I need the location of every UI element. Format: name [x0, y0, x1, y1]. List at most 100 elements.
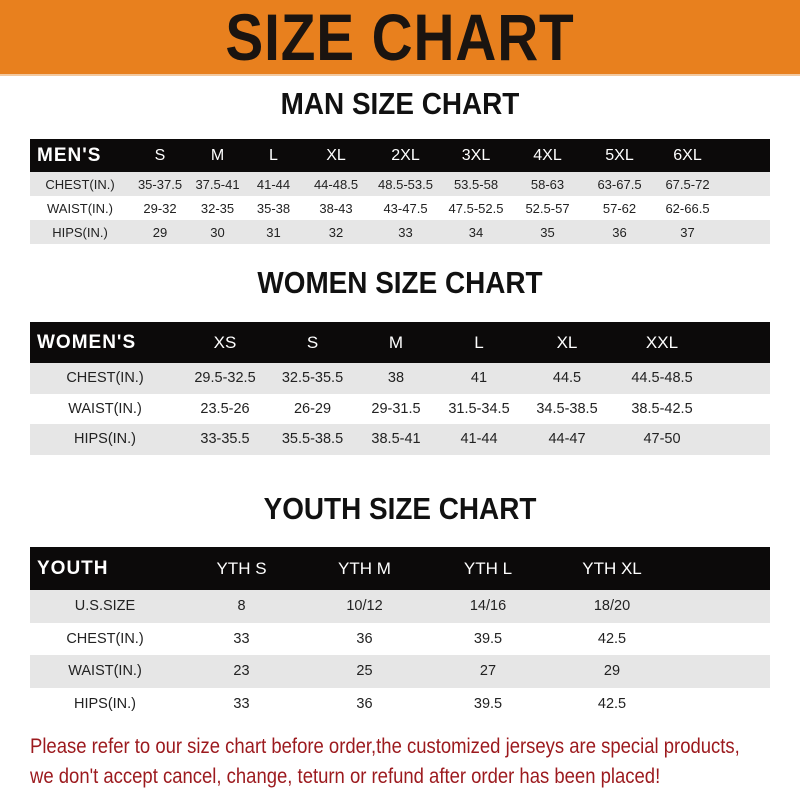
- size-value: 25: [356, 663, 373, 680]
- size-header: XS: [213, 332, 237, 352]
- size-header: 4XL: [533, 146, 562, 164]
- size-header: 6XL: [673, 146, 702, 164]
- measure-label: CHEST(IN.): [45, 176, 115, 192]
- table-title-cell: MEN'S: [37, 144, 102, 166]
- banner-title: SIZE CHART: [225, 0, 575, 74]
- table-title-cell: YOUTH: [37, 557, 109, 579]
- size-value: 44-48.5: [313, 176, 359, 192]
- size-value: 33: [398, 224, 413, 240]
- size-header: YTH L: [463, 558, 513, 578]
- size-value: 33: [233, 630, 250, 647]
- size-header: YTH S: [216, 558, 267, 578]
- table-row: HIPS(IN.) 33-35.5 35.5-38.5 38.5-41 41-44 44-…: [30, 424, 770, 455]
- size-header: 3XL: [461, 146, 491, 164]
- size-value: 41: [470, 370, 488, 387]
- size-header: M: [210, 146, 225, 164]
- size-header: YTH XL: [582, 558, 642, 578]
- size-header: S: [306, 332, 319, 352]
- size-value: 43-47.5: [383, 200, 428, 216]
- size-value: 44.5: [552, 370, 582, 387]
- size-value: 48.5-53.5: [378, 176, 433, 192]
- size-value: 29: [603, 663, 621, 680]
- table-row: HIPS(IN.) 29 30 31 32 33 34 35 36 37: [30, 220, 770, 244]
- women-size-table: WOMEN'S XS S M L XL XXL CHEST(IN.) 29.5-32.5 32.5…: [30, 322, 770, 455]
- size-header: L: [269, 146, 278, 164]
- size-value: 34: [468, 224, 484, 240]
- size-value: 44.5-48.5: [631, 370, 693, 387]
- men-size-table: MEN'S S M L XL 2XL 3XL 4XL 5XL 6XL CHEST(IN.) 35-37…: [30, 139, 770, 244]
- size-header: XXL: [645, 332, 679, 352]
- measure-label: HIPS(IN.): [73, 695, 137, 712]
- size-value: 52.5-57: [525, 200, 570, 216]
- size-chart-banner: SIZE CHART: [0, 0, 800, 76]
- order-notice: Please refer to our size chart before or…: [30, 732, 740, 792]
- size-value: 35: [540, 224, 555, 240]
- size-value: 42.5: [597, 630, 627, 647]
- measure-label: CHEST(IN.): [66, 370, 144, 387]
- size-value: 47-50: [643, 431, 681, 448]
- measure-label: WAIST(IN.): [68, 663, 142, 680]
- measure-label: CHEST(IN.): [66, 630, 144, 647]
- size-value: 36: [356, 695, 373, 712]
- size-value: 26-29: [293, 400, 332, 417]
- size-value: 27: [479, 663, 497, 680]
- size-value: 39.5: [473, 695, 503, 712]
- size-value: 31: [266, 224, 281, 240]
- size-value: 34.5-38.5: [536, 400, 598, 417]
- size-header: 5XL: [605, 146, 634, 164]
- size-value: 18/20: [593, 598, 631, 615]
- table-title-cell: WOMEN'S: [37, 331, 137, 353]
- measure-label: HIPS(IN.): [73, 431, 137, 448]
- table-row: U.S.SIZE 8 10/12 14/16 18/20: [30, 590, 770, 623]
- order-notice-line-1: Please refer to our size chart before or…: [30, 735, 740, 758]
- size-value: 62-66.5: [665, 200, 710, 216]
- measure-label: WAIST(IN.): [47, 200, 113, 216]
- size-value: 35-37.5: [137, 176, 183, 192]
- size-header: S: [154, 146, 166, 164]
- size-value: 35.5-38.5: [281, 431, 344, 448]
- size-value: 31.5-34.5: [448, 400, 510, 417]
- table-header-row: WOMEN'S XS S M L XL XXL: [30, 322, 770, 363]
- size-value: 41-44: [460, 431, 498, 448]
- size-value: 29-31.5: [371, 400, 421, 417]
- size-value: 23.5-26: [200, 400, 250, 417]
- size-header: XL: [326, 146, 346, 164]
- table-header-row: MEN'S S M L XL 2XL 3XL 4XL 5XL 6XL: [30, 139, 770, 172]
- size-value: 8: [237, 598, 246, 615]
- size-value: 38.5-41: [371, 431, 421, 448]
- size-value: 42.5: [597, 695, 627, 712]
- size-value: 38.5-42.5: [631, 400, 693, 417]
- size-value: 37.5-41: [195, 176, 240, 192]
- size-value: 33: [233, 695, 250, 712]
- size-value: 38: [387, 370, 405, 387]
- size-value: 58-63: [530, 176, 565, 192]
- table-row: CHEST(IN.) 29.5-32.5 32.5-35.5 38 41 44.5 44.5…: [30, 363, 770, 394]
- size-value: 29-32: [143, 200, 177, 216]
- youth-section-title: YOUTH SIZE CHART: [263, 491, 537, 526]
- size-header: XL: [556, 332, 578, 352]
- table-row: CHEST(IN.) 33 36 39.5 42.5: [30, 622, 770, 655]
- table-row: CHEST(IN.) 35-37.5 37.5-41 41-44 44-48.5 48.5…: [30, 172, 770, 196]
- size-value: 36: [612, 224, 627, 240]
- size-value: 23: [233, 663, 250, 680]
- size-value: 14/16: [469, 598, 507, 615]
- size-header: YTH M: [338, 558, 391, 578]
- order-notice-line-2: we don't accept cancel, change, teturn o…: [30, 765, 661, 788]
- size-value: 35-38: [256, 200, 291, 216]
- size-value: 10/12: [346, 598, 383, 615]
- measure-label: WAIST(IN.): [68, 400, 142, 417]
- measure-label: HIPS(IN.): [52, 224, 108, 240]
- size-value: 67.5-72: [665, 176, 710, 192]
- size-header: 2XL: [391, 146, 420, 164]
- size-value: 57-62: [602, 200, 637, 216]
- size-value: 63-67.5: [597, 176, 642, 192]
- table-header-row: YOUTH YTH S YTH M YTH L YTH XL: [30, 547, 770, 590]
- size-value: 32-35: [200, 200, 235, 216]
- size-value: 37: [680, 224, 695, 240]
- size-value: 44-47: [548, 431, 586, 448]
- table-row: WAIST(IN.) 23 25 27 29: [30, 655, 770, 688]
- table-row: WAIST(IN.) 29-32 32-35 35-38 38-43 43-47.5 47.…: [30, 196, 770, 220]
- size-value: 32: [328, 224, 344, 240]
- size-value: 33-35.5: [200, 431, 250, 448]
- size-value: 36: [356, 630, 373, 647]
